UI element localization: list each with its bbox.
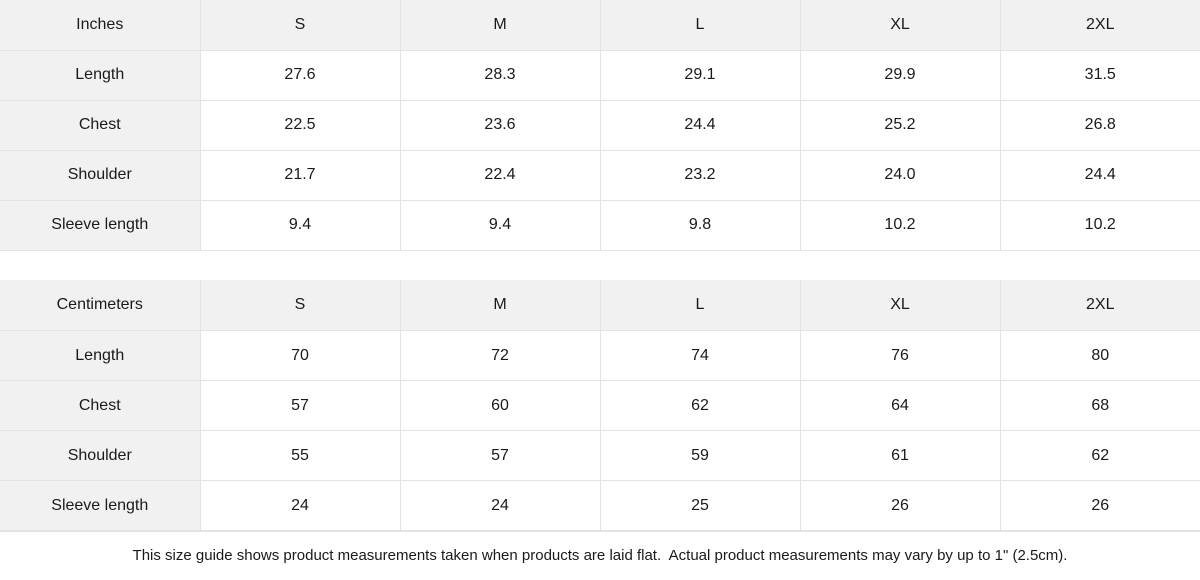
cell-length-s: 70 [199, 329, 401, 381]
unit-label-centimeters: Centimeters [0, 280, 201, 331]
size-column-header-s: S [199, 0, 401, 51]
cell-chest-m: 60 [399, 379, 601, 431]
cell-shoulder-2xl: 24.4 [999, 149, 1200, 201]
size-column-header-xl: XL [799, 0, 1001, 51]
cell-sleeve-length-2xl: 10.2 [999, 199, 1200, 251]
cell-sleeve-length-2xl: 26 [999, 479, 1200, 531]
cell-shoulder-l: 59 [599, 429, 801, 481]
size-column-header-m: M [399, 0, 601, 51]
cell-length-m: 72 [399, 329, 601, 381]
cell-length-l: 29.1 [599, 49, 801, 101]
size-table-inches: Inches S M L XL 2XL Length 27.6 28.3 29.… [0, 0, 1200, 251]
cell-sleeve-length-s: 24 [199, 479, 401, 531]
cell-chest-s: 57 [199, 379, 401, 431]
cell-shoulder-m: 57 [399, 429, 601, 481]
table-row: Length 27.6 28.3 29.1 29.9 31.5 [0, 49, 1200, 101]
table-row: Chest 57 60 62 64 68 [0, 379, 1200, 431]
table-row: Sleeve length 9.4 9.4 9.8 10.2 10.2 [0, 199, 1200, 251]
size-column-header-m: M [399, 280, 601, 331]
cell-chest-m: 23.6 [399, 99, 601, 151]
header-row: Inches S M L XL 2XL [0, 0, 1200, 51]
row-label-chest: Chest [0, 379, 201, 431]
size-column-header-2xl: 2XL [999, 0, 1200, 51]
size-column-header-l: L [599, 0, 801, 51]
row-label-shoulder: Shoulder [0, 149, 201, 201]
cell-chest-xl: 64 [799, 379, 1001, 431]
table-row: Sleeve length 24 24 25 26 26 [0, 479, 1200, 531]
row-label-sleeve-length: Sleeve length [0, 479, 201, 531]
row-label-shoulder: Shoulder [0, 429, 201, 481]
size-table-centimeters-body: Length 70 72 74 76 80 Chest 57 60 62 64 … [0, 329, 1200, 531]
cell-sleeve-length-l: 25 [599, 479, 801, 531]
size-column-header-xl: XL [799, 280, 1001, 331]
cell-sleeve-length-xl: 26 [799, 479, 1001, 531]
size-guide-footnote: This size guide shows product measuremen… [0, 530, 1200, 580]
cell-length-s: 27.6 [199, 49, 401, 101]
cell-sleeve-length-m: 24 [399, 479, 601, 531]
cell-shoulder-xl: 24.0 [799, 149, 1001, 201]
table-row: Shoulder 21.7 22.4 23.2 24.0 24.4 [0, 149, 1200, 201]
cell-chest-2xl: 26.8 [999, 99, 1200, 151]
cell-length-2xl: 31.5 [999, 49, 1200, 101]
cell-shoulder-s: 21.7 [199, 149, 401, 201]
cell-shoulder-m: 22.4 [399, 149, 601, 201]
cell-length-2xl: 80 [999, 329, 1200, 381]
table-row: Chest 22.5 23.6 24.4 25.2 26.8 [0, 99, 1200, 151]
row-label-length: Length [0, 49, 201, 101]
cell-sleeve-length-s: 9.4 [199, 199, 401, 251]
cell-shoulder-l: 23.2 [599, 149, 801, 201]
size-column-header-l: L [599, 280, 801, 331]
row-label-chest: Chest [0, 99, 201, 151]
cell-length-l: 74 [599, 329, 801, 381]
cell-length-xl: 29.9 [799, 49, 1001, 101]
size-column-header-2xl: 2XL [999, 280, 1200, 331]
cell-length-xl: 76 [799, 329, 1001, 381]
table-row: Shoulder 55 57 59 61 62 [0, 429, 1200, 481]
row-label-sleeve-length: Sleeve length [0, 199, 201, 251]
table-row: Length 70 72 74 76 80 [0, 329, 1200, 381]
unit-label-inches: Inches [0, 0, 201, 51]
cell-chest-2xl: 68 [999, 379, 1200, 431]
cell-sleeve-length-l: 9.8 [599, 199, 801, 251]
cell-chest-l: 24.4 [599, 99, 801, 151]
size-table-centimeters-head: Centimeters S M L XL 2XL [0, 280, 1200, 331]
size-column-header-s: S [199, 280, 401, 331]
table-separator [0, 250, 1200, 281]
cell-shoulder-s: 55 [199, 429, 401, 481]
cell-length-m: 28.3 [399, 49, 601, 101]
size-table-inches-body: Length 27.6 28.3 29.1 29.9 31.5 Chest 22… [0, 49, 1200, 251]
cell-chest-l: 62 [599, 379, 801, 431]
size-table-inches-head: Inches S M L XL 2XL [0, 0, 1200, 51]
cell-chest-s: 22.5 [199, 99, 401, 151]
cell-shoulder-2xl: 62 [999, 429, 1200, 481]
header-row: Centimeters S M L XL 2XL [0, 280, 1200, 331]
cell-shoulder-xl: 61 [799, 429, 1001, 481]
cell-sleeve-length-m: 9.4 [399, 199, 601, 251]
size-table-centimeters: Centimeters S M L XL 2XL Length 70 72 74… [0, 280, 1200, 531]
cell-sleeve-length-xl: 10.2 [799, 199, 1001, 251]
cell-chest-xl: 25.2 [799, 99, 1001, 151]
row-label-length: Length [0, 329, 201, 381]
